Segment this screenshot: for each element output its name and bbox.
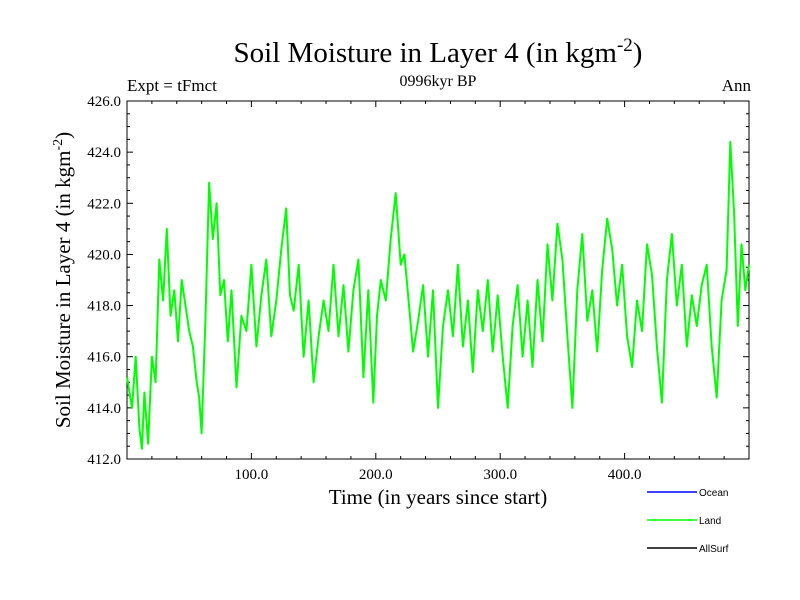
y-tick-label: 424.0 [87, 145, 121, 161]
legend-land-label: Land [699, 516, 721, 527]
y-tick-label: 416.0 [87, 350, 121, 366]
x-axis-label: Time (in years since start) [329, 485, 548, 509]
legend: Ocean Land AllSurf [647, 488, 729, 555]
x-tick-label: 300.0 [483, 467, 517, 483]
series-line-land [126, 140, 750, 450]
series-layer [126, 140, 750, 450]
x-axis-ticks: 100.0 200.0 300.0 400.0 [151, 101, 725, 483]
x-tick-label: 400.0 [608, 467, 642, 483]
y-axis-label: Soil Moisture in Layer 4 (in kgm-2) [51, 132, 75, 428]
y-tick-label: 418.0 [87, 299, 121, 315]
y-tick-label: 414.0 [87, 401, 121, 417]
y-tick-label: 422.0 [87, 196, 121, 212]
x-tick-label: 100.0 [235, 467, 269, 483]
y-axis-ticks: 412.0 414.0 416.0 418.0 420.0 422.0 424.0 426.0 [87, 94, 749, 468]
chart-subtitle: 0996kyr BP [400, 73, 477, 90]
y-tick-label: 420.0 [87, 247, 121, 263]
legend-allsurf-label: AllSurf [699, 544, 729, 555]
y-tick-label: 412.0 [87, 452, 121, 468]
chart-title: Soil Moisture in Layer 4 (in kgm-2) [234, 35, 643, 69]
season-label: Ann [722, 76, 752, 95]
y-tick-label: 426.0 [87, 94, 121, 110]
experiment-label: Expt = tFmct [127, 76, 217, 95]
legend-ocean-label: Ocean [699, 488, 728, 499]
x-tick-label: 200.0 [359, 467, 393, 483]
